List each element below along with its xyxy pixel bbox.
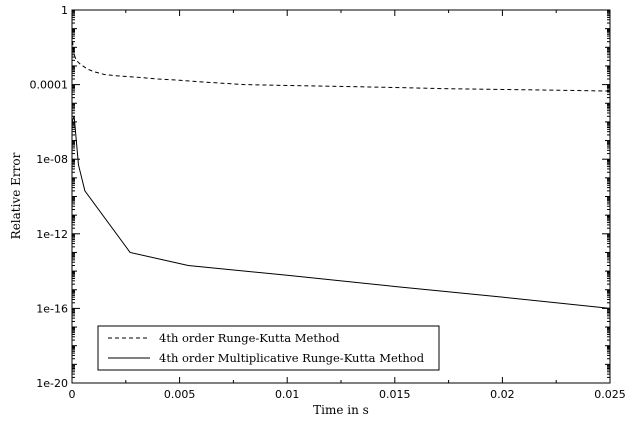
- x-axis-title: Time in s: [313, 403, 369, 417]
- series-line-1: [71, 116, 611, 309]
- legend-label-rk4: 4th order Runge-Kutta Method: [159, 331, 340, 345]
- y-tick-label: 1e-08: [36, 153, 68, 166]
- x-tick-label: 0: [69, 388, 76, 401]
- legend-box: [97, 325, 440, 371]
- y-tick-label: 1e-20: [36, 377, 68, 390]
- x-tick-label: 0.01: [275, 388, 300, 401]
- y-tick-label: 1e-16: [36, 302, 68, 315]
- axis-ticks: [71, 9, 611, 384]
- axis-tick-labels: 0 0.005 0.01 0.015 0.02 0.025 1 0.0001 1e-08 1e-1…: [30, 4, 626, 401]
- legend: 4th order Runge-Kutta Method 4th order M…: [97, 325, 440, 371]
- series-line-0: [71, 34, 611, 92]
- plot-area: [71, 9, 611, 384]
- x-tick-label: 0.02: [490, 388, 515, 401]
- y-tick-label: 1: [61, 4, 68, 17]
- legend-label-mrk4: 4th order Multiplicative Runge-Kutta Met…: [159, 351, 425, 365]
- x-tick-label: 0.005: [164, 388, 196, 401]
- y-tick-label: 0.0001: [30, 79, 69, 92]
- y-axis-title: Relative Error: [9, 152, 23, 239]
- series-lines: [71, 34, 611, 309]
- y-tick-label: 1e-12: [36, 228, 68, 241]
- x-tick-label: 0.025: [594, 388, 626, 401]
- x-tick-label: 0.015: [379, 388, 411, 401]
